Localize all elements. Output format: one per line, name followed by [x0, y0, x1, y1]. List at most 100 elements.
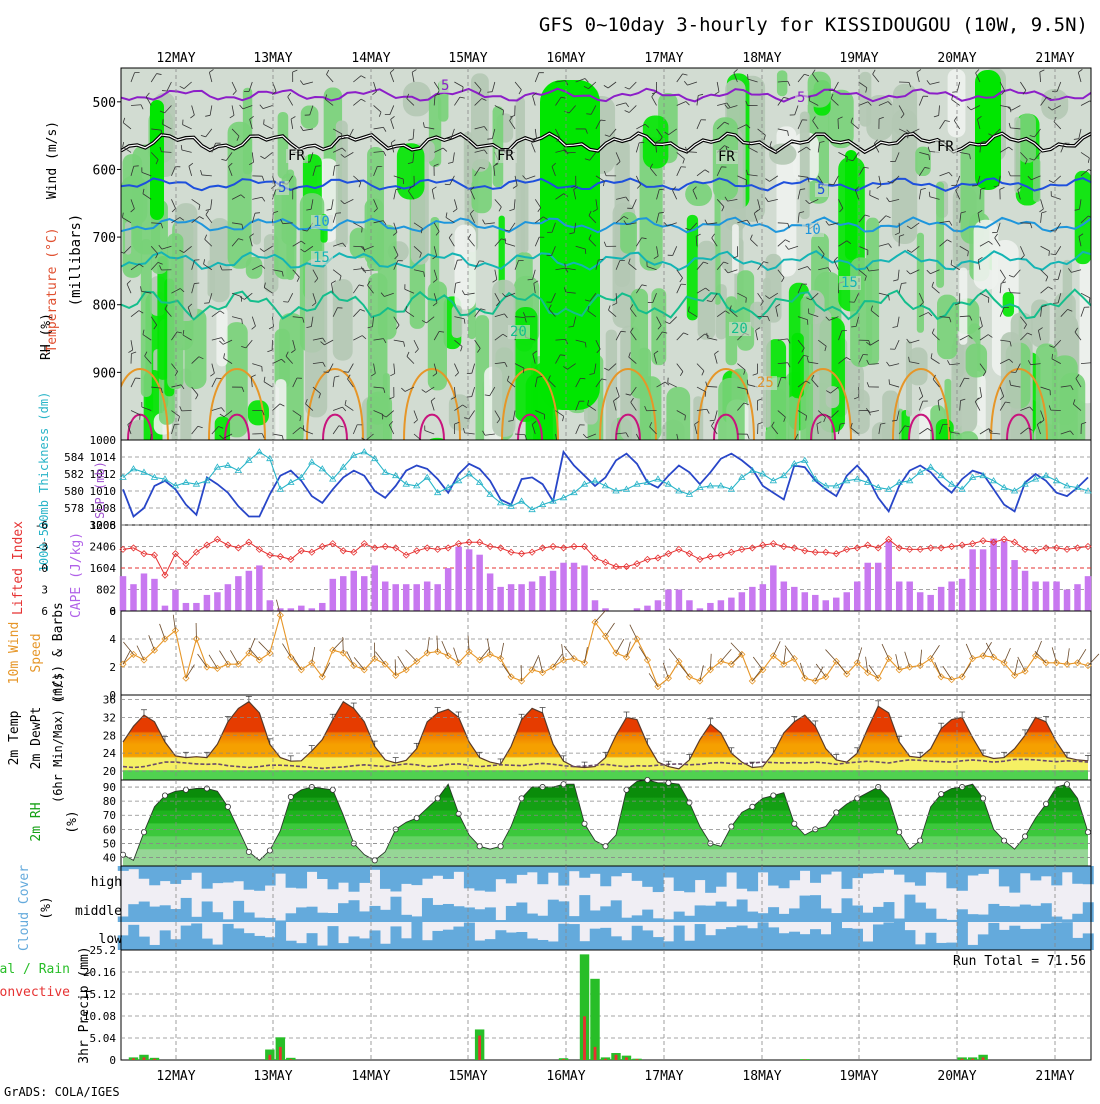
cloud-cell: [569, 924, 580, 950]
precip-conv-bar: [625, 1057, 628, 1060]
cloud-cell: [936, 919, 947, 922]
contour-label: 10: [313, 214, 330, 230]
cloud-cell: [296, 907, 307, 922]
rh-cell: [430, 217, 439, 307]
cloud-cell: [810, 929, 821, 950]
rh-cell: [157, 256, 168, 380]
wind-barb: [312, 647, 315, 663]
li-tick-label: -6: [35, 519, 48, 532]
cloud-cell: [411, 916, 422, 922]
cloud-cell: [317, 946, 328, 950]
cloud-cell: [716, 902, 727, 922]
rh2m-tick-label: 40: [103, 852, 116, 865]
cloud-cell: [946, 943, 957, 950]
cloud-cell: [265, 918, 276, 922]
cape-bar: [1001, 541, 1008, 611]
date-label-top: 14MAY: [351, 51, 390, 66]
date-label-bottom: 12MAY: [156, 1069, 195, 1084]
cloud-cell: [936, 943, 947, 950]
cape-bar: [225, 584, 232, 611]
cloud-cell: [1009, 926, 1020, 950]
cloud-cell: [936, 866, 947, 873]
cloud-cell: [779, 866, 790, 888]
cape-bar: [739, 592, 746, 611]
cloud-cell: [695, 924, 706, 950]
precip-ylabel: 3hr Precip (mm): [77, 946, 92, 1063]
cloud-cell: [160, 866, 171, 881]
cloud-cell: [800, 896, 811, 922]
cloud-cell: [758, 866, 769, 872]
cape-bar: [330, 579, 337, 611]
cloud-cell: [758, 922, 769, 950]
cloud-cell: [747, 866, 758, 891]
cloud-cell: [883, 902, 894, 922]
cloud-cell: [894, 922, 905, 950]
rh-core: [150, 100, 164, 220]
cloud-cell: [642, 910, 653, 922]
date-label-bottom: 17MAY: [644, 1069, 683, 1084]
cloud-cell: [579, 866, 590, 878]
cape-bar: [361, 576, 368, 611]
cloud-cell: [642, 866, 653, 887]
cape-bar: [980, 549, 987, 611]
upper-label-rh: RH (%): [39, 313, 54, 360]
cape-bar: [655, 600, 662, 611]
date-label-top: 13MAY: [253, 51, 292, 66]
cloud-cell: [359, 938, 370, 950]
cape-bar: [644, 606, 651, 611]
cloud-cell: [653, 918, 664, 922]
wind-barb: [532, 655, 539, 670]
rh-cell: [866, 95, 893, 140]
cloud-cell: [1009, 866, 1020, 893]
cloud-cell: [726, 866, 737, 872]
cloud-cell: [946, 866, 957, 888]
wind-barb: [1004, 648, 1010, 663]
rh2m-marker: [414, 815, 419, 820]
cloud-cell: [548, 866, 559, 873]
cloud-cell: [275, 922, 286, 950]
cape-bar: [969, 549, 976, 611]
wind-barb-flag: [601, 120, 606, 121]
rh-cell: [216, 307, 227, 366]
cape-bar: [749, 587, 756, 611]
rh-cell: [765, 428, 775, 572]
cloud-cell: [349, 936, 360, 950]
wind-barb: [816, 664, 826, 677]
cloud-cell: [579, 941, 590, 950]
cloud-cell: [789, 908, 800, 922]
rh2m-label-1: 2m RH: [29, 802, 44, 841]
wind-barb: [669, 649, 679, 662]
cape-bar: [728, 598, 735, 611]
wind-barb: [219, 651, 227, 665]
cloud-cell: [873, 866, 884, 873]
cloud-cell: [254, 866, 265, 891]
cape-bar: [508, 584, 515, 611]
cloud-cell: [590, 910, 601, 922]
thickness-tick-label: 580: [64, 485, 84, 498]
rh-cell: [367, 147, 384, 271]
cloud-cell: [663, 919, 674, 922]
cape-bar: [434, 584, 441, 611]
cloud-cell: [967, 945, 978, 950]
date-label-bottom: 14MAY: [351, 1069, 390, 1084]
rh-core: [975, 70, 1001, 190]
cloud-cell: [338, 866, 349, 883]
cape-bar: [1064, 590, 1071, 611]
cloud-cell: [443, 930, 454, 950]
t2m-label-3: (6hr Min/Max) (°C): [51, 673, 65, 803]
cape-bar: [948, 582, 955, 611]
wind-barb: [1010, 293, 1020, 294]
cloud-cell: [674, 912, 685, 922]
wind-barb: [731, 653, 742, 665]
cloud-cell: [894, 866, 905, 875]
cloud-cell: [999, 866, 1010, 886]
cape-bar: [592, 600, 599, 611]
slp-line: [123, 452, 1088, 517]
rh2m-marker: [939, 791, 944, 796]
cape-bar: [896, 582, 903, 611]
upper-ylabel: (millibars): [68, 214, 84, 307]
cloud-cell: [474, 866, 485, 891]
cloud-cell: [296, 866, 307, 888]
precip-conv-bar: [961, 1059, 964, 1060]
